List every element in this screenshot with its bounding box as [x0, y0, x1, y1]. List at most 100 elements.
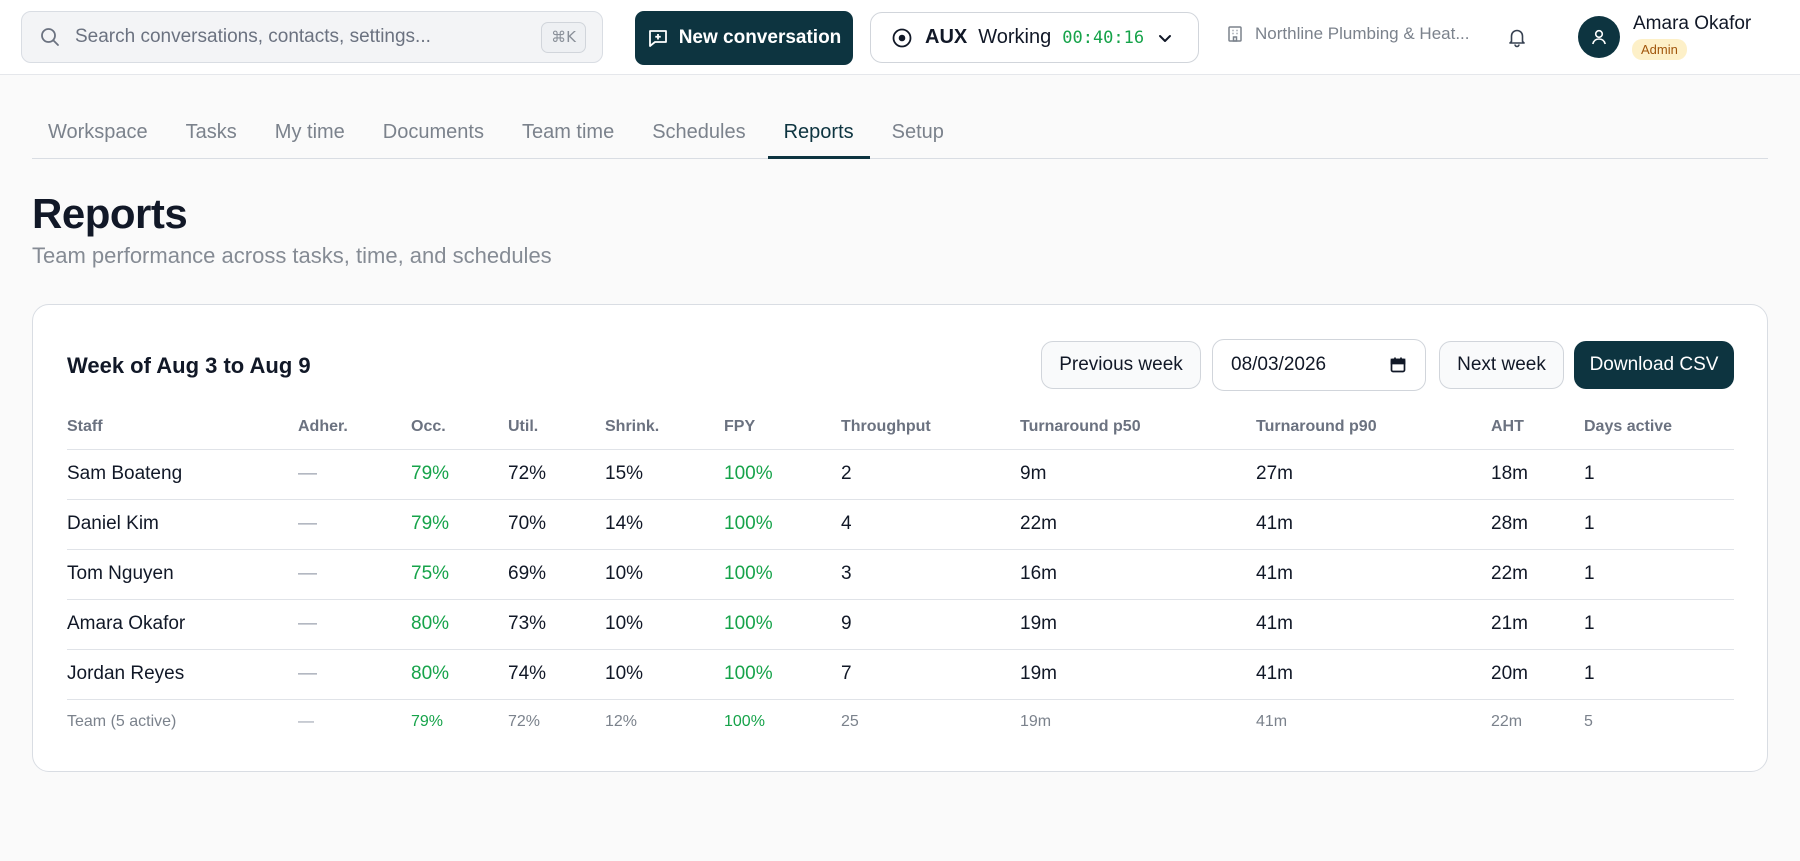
cell-staff: Daniel Kim	[67, 499, 298, 550]
column-header-turnaround-p90[interactable]: Turnaround p90	[1256, 405, 1491, 450]
role-badge: Admin	[1632, 39, 1687, 60]
week-date-input[interactable]: 08/03/2026	[1212, 339, 1426, 391]
table-row[interactable]: Daniel Kim — 79% 70% 14% 100% 4 22m 41m …	[67, 499, 1734, 550]
cell-turnaround-p50: 19m	[1020, 599, 1256, 650]
cell-shrinkage: 12%	[605, 713, 638, 731]
column-header-throughput[interactable]: Throughput	[841, 405, 1020, 450]
tab-documents[interactable]: Documents	[382, 121, 484, 143]
cell-turnaround-p90: 27m	[1256, 449, 1491, 500]
calendar-icon[interactable]	[1389, 356, 1407, 374]
tab-workspace[interactable]: Workspace	[48, 121, 148, 143]
cell-days-active: 1	[1584, 449, 1734, 500]
cell-shrinkage: 10%	[605, 599, 724, 650]
table-row[interactable]: Amara Okafor — 80% 73% 10% 100% 9 19m 41…	[67, 599, 1734, 650]
cell-occupancy: 79%	[411, 499, 508, 550]
column-header-staff[interactable]: Staff	[67, 405, 298, 450]
column-header-occupancy[interactable]: Occ.	[411, 405, 508, 450]
user-icon	[1589, 27, 1609, 47]
column-header-turnaround-p50[interactable]: Turnaround p50	[1020, 405, 1256, 450]
cell-adherence: —	[298, 599, 411, 650]
bell-icon[interactable]	[1506, 26, 1528, 48]
cell-throughput: 9	[841, 599, 1020, 650]
tab-tasks[interactable]: Tasks	[185, 121, 237, 143]
cell-fpy: 100%	[724, 549, 841, 600]
new-conversation-button[interactable]: New conversation	[635, 11, 853, 65]
cell-fpy: 100%	[724, 649, 841, 700]
team-total-row: Team (5 active) — 79% 72% 12% 100% 25 19…	[67, 699, 1734, 745]
table-row[interactable]: Sam Boateng — 79% 72% 15% 100% 2 9m 27m …	[67, 449, 1734, 500]
cell-utilization: 73%	[508, 599, 605, 650]
download-csv-button[interactable]: Download CSV	[1574, 341, 1734, 389]
column-header-adherence[interactable]: Adher.	[298, 405, 411, 450]
cell-turnaround-p50: 22m	[1020, 499, 1256, 550]
cell-throughput: 7	[841, 649, 1020, 700]
top-bar: Search conversations, contacts, settings…	[0, 0, 1800, 75]
cell-fpy: 100%	[724, 713, 765, 731]
tab-reports[interactable]: Reports	[767, 104, 870, 159]
user-name: Amara Okafor	[1633, 13, 1752, 34]
cell-occupancy: 79%	[411, 449, 508, 500]
cell-staff: Amara Okafor	[67, 599, 298, 650]
search-input[interactable]: Search conversations, contacts, settings…	[21, 11, 603, 63]
cell-adherence: —	[298, 649, 411, 700]
previous-week-button[interactable]: Previous week	[1041, 341, 1201, 389]
cell-aht: 21m	[1491, 599, 1584, 650]
cell-aht: 22m	[1491, 549, 1584, 600]
cell-staff: Team (5 active)	[67, 713, 177, 731]
aux-status-dropdown[interactable]: AUX Working 00:40:16	[870, 12, 1199, 63]
tab-schedules[interactable]: Schedules	[652, 121, 746, 143]
cell-days-active: 1	[1584, 549, 1734, 600]
cell-turnaround-p90: 41m	[1256, 499, 1491, 550]
cell-utilization: 72%	[508, 713, 541, 731]
column-header-utilization[interactable]: Util.	[508, 405, 605, 450]
organization-switcher[interactable]: Northline Plumbing & Heat...	[1225, 24, 1470, 44]
cell-shrinkage: 10%	[605, 649, 724, 700]
tab-team-time[interactable]: Team time	[521, 121, 615, 143]
cell-occupancy: 79%	[411, 713, 444, 731]
cell-occupancy: 80%	[411, 599, 508, 650]
cell-utilization: 69%	[508, 549, 605, 600]
aux-state: Working	[978, 26, 1052, 48]
column-header-fpy[interactable]: FPY	[724, 405, 841, 450]
cell-utilization: 72%	[508, 449, 605, 500]
avatar[interactable]	[1578, 16, 1620, 58]
cell-fpy: 100%	[724, 599, 841, 650]
tab-my-time[interactable]: My time	[274, 121, 345, 143]
tab-setup[interactable]: Setup	[891, 121, 944, 143]
column-header-days-active[interactable]: Days active	[1584, 405, 1734, 450]
table-row[interactable]: Jordan Reyes — 80% 74% 10% 100% 7 19m 41…	[67, 649, 1734, 700]
cell-throughput: 3	[841, 549, 1020, 600]
page-subtitle: Team performance across tasks, time, and…	[32, 243, 552, 268]
aux-timer: 00:40:16	[1062, 27, 1145, 48]
cell-shrinkage: 10%	[605, 549, 724, 600]
column-header-aht[interactable]: AHT	[1491, 405, 1584, 450]
cell-staff: Jordan Reyes	[67, 649, 298, 700]
new-conversation-label: New conversation	[678, 27, 842, 48]
cell-shrinkage: 15%	[605, 449, 724, 500]
cell-throughput: 2	[841, 449, 1020, 500]
cell-turnaround-p50: 19m	[1020, 713, 1052, 731]
main-tabs: Workspace Tasks My time Documents Team t…	[32, 104, 1768, 159]
cell-days-active: 1	[1584, 499, 1734, 550]
cell-turnaround-p90: 41m	[1256, 649, 1491, 700]
next-week-button[interactable]: Next week	[1439, 341, 1564, 389]
organization-name: Northline Plumbing & Heat...	[1255, 24, 1470, 43]
date-value: 08/03/2026	[1231, 354, 1327, 375]
cell-adherence: —	[298, 549, 411, 600]
cell-adherence: —	[298, 449, 411, 500]
cell-adherence: —	[298, 713, 314, 731]
column-header-shrinkage[interactable]: Shrink.	[605, 405, 724, 450]
cell-staff: Tom Nguyen	[67, 549, 298, 600]
cell-fpy: 100%	[724, 449, 841, 500]
cell-turnaround-p50: 19m	[1020, 649, 1256, 700]
cell-aht: 28m	[1491, 499, 1584, 550]
cell-turnaround-p90: 41m	[1256, 599, 1491, 650]
cell-days-active: 1	[1584, 649, 1734, 700]
cell-days-active: 1	[1584, 599, 1734, 650]
report-card: Week of Aug 3 to Aug 9 Previous week 08/…	[32, 304, 1768, 772]
table-row[interactable]: Tom Nguyen — 75% 69% 10% 100% 3 16m 41m …	[67, 549, 1734, 600]
cell-utilization: 74%	[508, 649, 605, 700]
cell-throughput: 25	[841, 713, 859, 731]
week-title: Week of Aug 3 to Aug 9	[67, 353, 311, 378]
cell-turnaround-p90: 41m	[1256, 549, 1491, 600]
